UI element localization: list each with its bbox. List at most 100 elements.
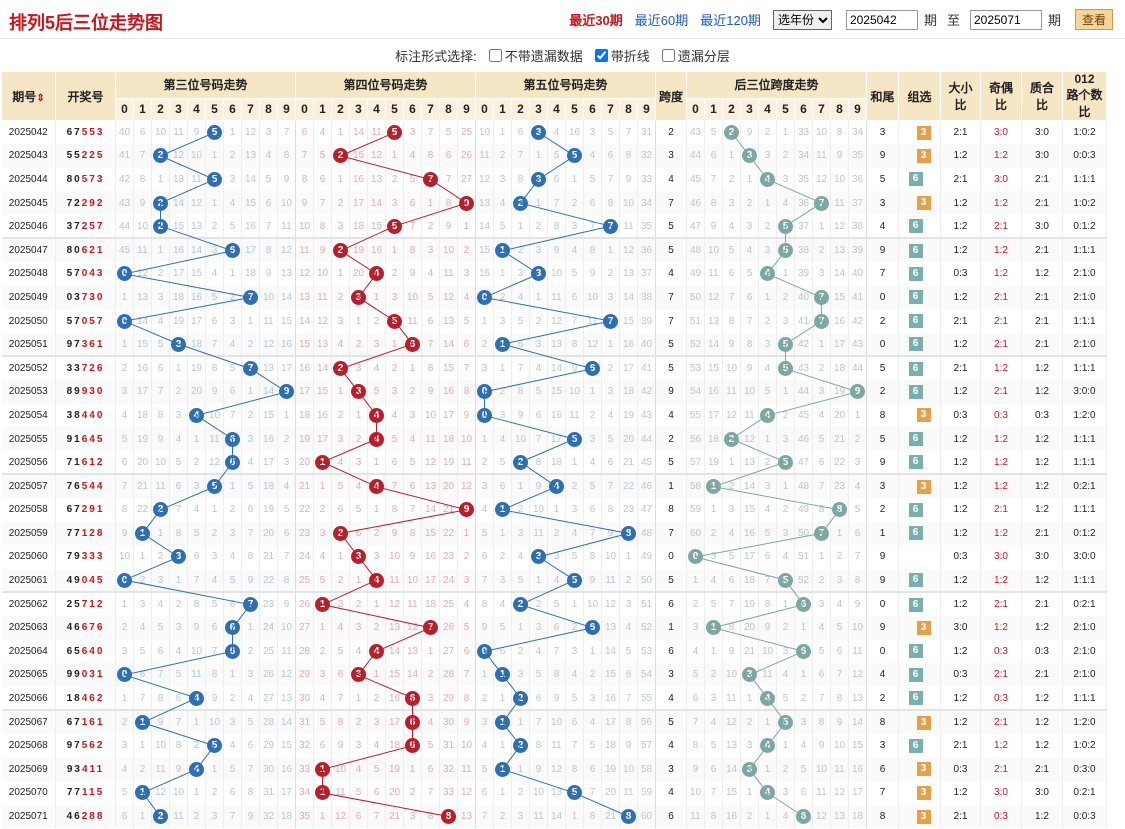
pos5-cell: 1 [511, 473, 530, 498]
span-cell: 9 [740, 120, 759, 145]
draw-digit: 3 [74, 363, 82, 375]
pos4-cell: 6 [313, 167, 332, 192]
odd-even-cell: 1:2 [980, 521, 1022, 546]
pos5-cell: 6 [547, 167, 566, 192]
pos3-cell: 13 [169, 167, 188, 192]
pos3-cell: 6 [223, 450, 242, 475]
pos3-cell: 2 [151, 545, 170, 569]
from-issue-input[interactable] [845, 9, 918, 30]
span-cell: 6 [812, 663, 831, 687]
pos5-ball: 1 [495, 715, 510, 731]
pos3-cell: 17 [241, 237, 260, 263]
span-cell: 6 [794, 804, 813, 829]
pos5-cell: 3 [475, 473, 494, 498]
span-cell: 2 [686, 591, 705, 616]
pos4-cell: 1 [331, 120, 350, 145]
link-recent-120[interactable]: 最近120期 [700, 13, 761, 28]
draw-digit: 1 [96, 669, 105, 681]
odd-even-cell: 3:0 [980, 120, 1022, 145]
pos3-cell: 2 [187, 450, 206, 475]
pos5-cell: 2 [493, 804, 512, 829]
draw-digit: 9 [66, 740, 75, 752]
pos3-ball: 2 [153, 809, 168, 825]
pos5-cell: 1 [493, 498, 512, 522]
layer-checkbox[interactable] [661, 49, 675, 62]
pos4-cell: 12 [295, 262, 314, 286]
group6-mark: 6 [908, 266, 923, 281]
pos5-cell: 1 [565, 591, 584, 616]
draw-digit: 4 [81, 692, 90, 704]
group3-mark: 3 [916, 408, 931, 423]
pos3-cell: 6 [115, 450, 134, 475]
pos5-cell: 2 [493, 144, 512, 168]
span-cell: 7 [812, 285, 831, 310]
pos3-cell: 2 [205, 781, 224, 805]
pos3-cell: 11 [169, 120, 188, 145]
pos5-cell: 11 [547, 285, 566, 310]
pos4-cell: 7 [421, 332, 440, 357]
link-recent-60[interactable]: 最近60期 [634, 13, 689, 28]
issue-header[interactable]: 期号⇕ [1, 71, 56, 121]
pos3-ball: 4 [189, 690, 204, 706]
option-layer[interactable]: 遗漏分层 [656, 46, 730, 65]
pos4-cell: 13 [457, 804, 476, 829]
no-miss-checkbox[interactable] [488, 49, 502, 62]
pos5-cell: 4 [583, 450, 602, 475]
pos5-cell: 2 [583, 403, 602, 428]
span-cell: 8 [812, 498, 831, 522]
sort-icon[interactable]: ⇕ [36, 92, 45, 104]
pos4-cell: 1 [313, 450, 332, 475]
odd-even-cell: 1:2 [980, 450, 1022, 475]
option-line[interactable]: 带折线 [589, 46, 650, 65]
pos3-cell: 4 [205, 262, 224, 286]
pos3-cell: 5 [241, 709, 260, 734]
group6-mark: 6 [908, 455, 923, 470]
pos4-cell: 9 [421, 380, 440, 404]
pos3-cell: 1 [133, 781, 152, 805]
digit-header: 9 [457, 97, 476, 122]
pos3-cell: 6 [223, 427, 242, 451]
pos5-cell: 17 [619, 355, 638, 381]
pos5-cell: 5 [547, 144, 566, 168]
pos5-cell: 4 [619, 615, 638, 640]
span-cell: 18 [704, 427, 723, 451]
span-cell: 34 [848, 120, 867, 145]
sum-tail-cell: 3 [866, 120, 899, 145]
draw-digit: 1 [96, 338, 105, 350]
to-issue-input[interactable] [969, 9, 1042, 30]
span-cell: 3 [758, 144, 777, 168]
pos5-cell: 2 [511, 591, 530, 616]
big-small-cell: 1:2 [940, 781, 981, 805]
table-row: 2025062 25712 1 3 4 2 8 5 6 7 23 9 26 1 3 2 1 12 11 18 25 4 8 4… [1, 591, 1107, 616]
option-no-miss[interactable]: 不带遗漏数据 [483, 46, 583, 65]
draw-digit: 6 [89, 717, 97, 729]
link-recent-30[interactable]: 最近30期 [569, 13, 623, 28]
table-row: 2025059 77128 9 1 1 8 5 2 3 7 20 6 23 3 2 6 2 9 8 15 22 1 5 1 3 1… [1, 521, 1107, 546]
span-cell: 1 [794, 615, 813, 640]
odd-even-cell: 3:0 [980, 167, 1022, 192]
pos5-cell: 1 [475, 309, 494, 333]
pos5-cell: 3 [511, 804, 530, 829]
pos3-cell: 16 [241, 214, 260, 239]
pos3-cell: 4 [187, 403, 206, 428]
draw-digit: 2 [89, 527, 97, 539]
prime-comp-cell: 2:1 [1021, 191, 1063, 215]
pos5-cell: 14 [547, 355, 566, 381]
pos3-cell: 6 [277, 521, 296, 546]
road-cell: 1:0:2 [1062, 733, 1107, 758]
line-checkbox[interactable] [594, 49, 608, 62]
pos3-cell: 8 [169, 733, 188, 758]
pos5-ball: 3 [531, 125, 546, 141]
draw-digit: 2 [81, 811, 90, 823]
digit-header: 8 [439, 97, 458, 122]
pos3-cell: 2 [115, 615, 134, 640]
query-button[interactable]: 查看 [1074, 9, 1113, 30]
year-select[interactable]: 选年份 [772, 9, 832, 30]
pos5-cell: 3 [565, 639, 584, 664]
span-cell: 1 [776, 591, 795, 616]
pos3-cell: 29 [259, 733, 278, 758]
pos4-cell: 4 [331, 450, 350, 475]
big-small-cell: 1:2 [940, 591, 981, 616]
span-cell: 2 [848, 427, 867, 451]
span-cell: 6 [812, 450, 831, 475]
